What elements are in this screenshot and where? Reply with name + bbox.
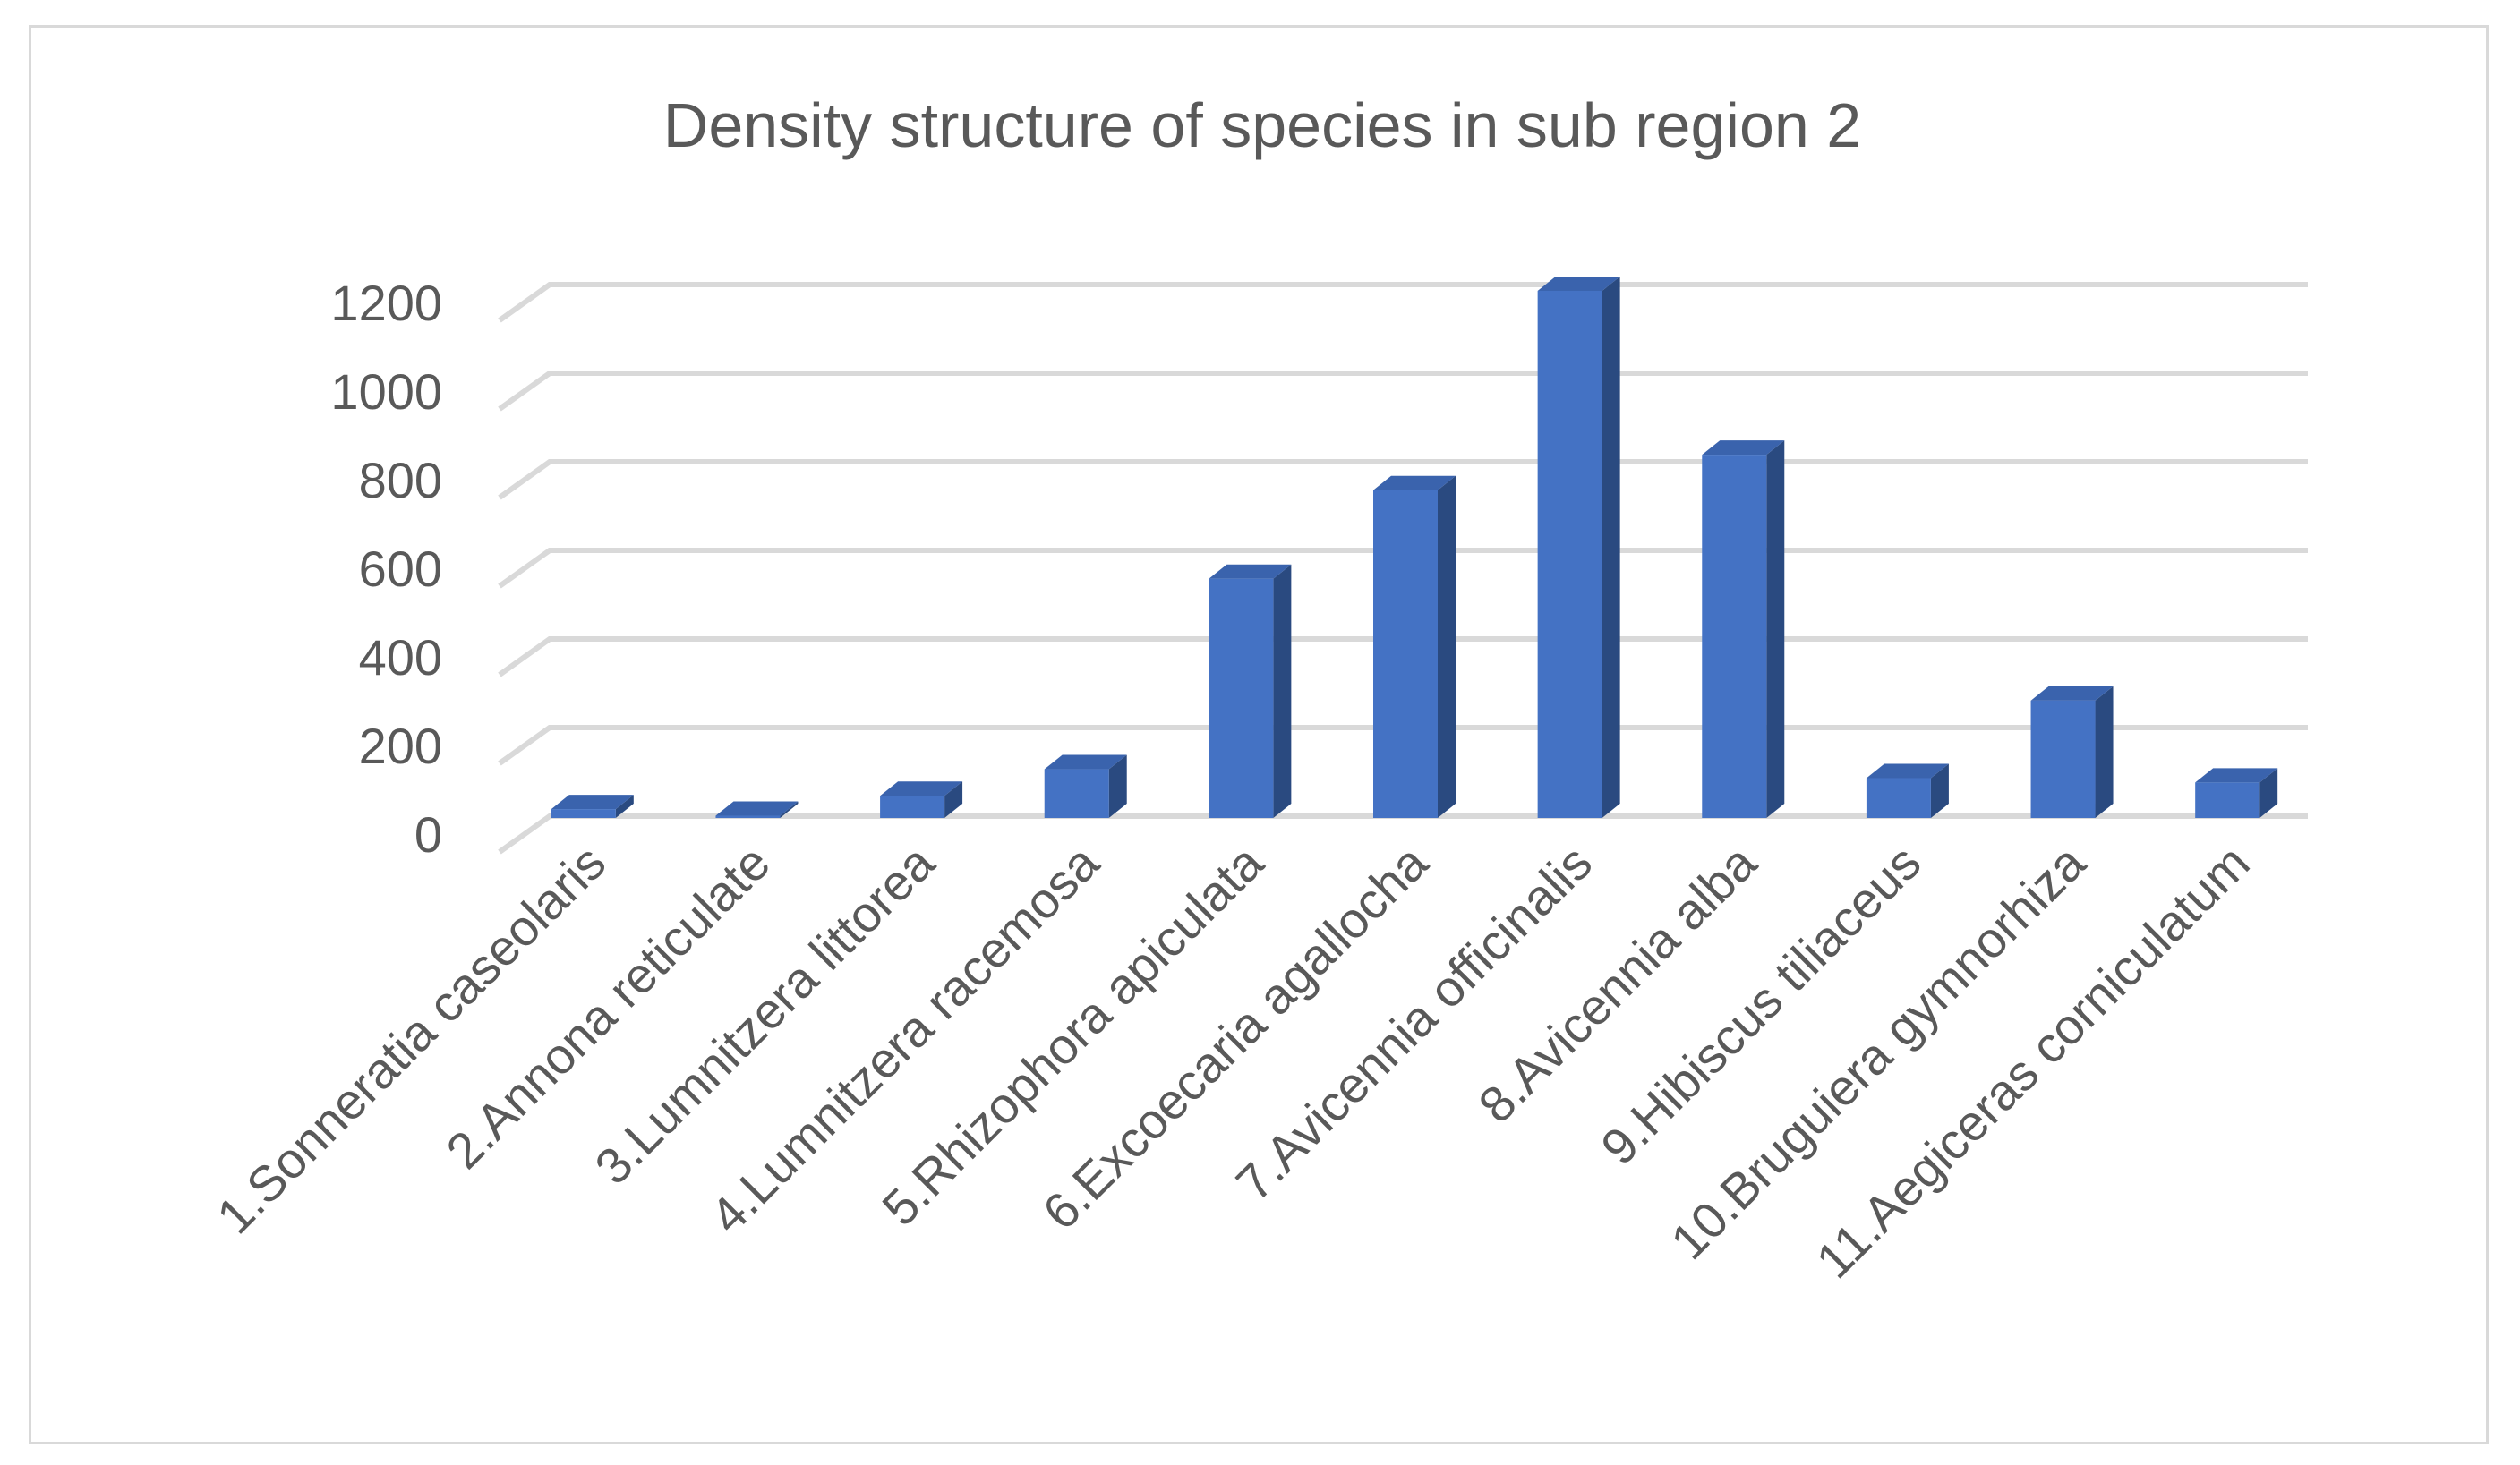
y-tick-label: 1000 <box>330 363 442 420</box>
bar-side <box>780 801 799 818</box>
bar-top <box>1373 475 1456 490</box>
x-category-label: 8.Avicennia alba <box>1467 833 1767 1133</box>
bar-top <box>1866 763 1949 779</box>
bar <box>1373 475 1456 818</box>
bar-top <box>2195 768 2278 783</box>
x-category-label: 2.Annona reticulate <box>435 834 781 1180</box>
bar-front <box>715 815 781 818</box>
bar-top <box>1702 440 1785 456</box>
bar-front <box>1044 769 1109 818</box>
bar-front <box>2195 782 2260 818</box>
bar <box>2195 768 2278 818</box>
bar-top <box>715 801 799 816</box>
bar-top <box>551 795 634 810</box>
y-tick-label: 400 <box>359 629 442 686</box>
bar-side <box>615 795 634 818</box>
bar-front <box>1702 455 1767 818</box>
bar <box>880 781 963 818</box>
y-tick-label: 0 <box>414 806 442 863</box>
bar-front <box>1209 578 1274 818</box>
bar-side <box>944 781 963 818</box>
bar-front <box>880 796 945 818</box>
chart-title: Density structure of species in sub regi… <box>663 90 1861 160</box>
bar <box>1866 763 1949 818</box>
bar-front <box>1373 490 1438 818</box>
y-tick-label: 600 <box>359 541 442 597</box>
bar-side <box>1766 440 1785 818</box>
bar <box>1537 276 1620 818</box>
gridline <box>498 282 2308 323</box>
bar <box>715 801 799 818</box>
bar <box>2030 686 2114 818</box>
bar-front <box>2030 700 2096 818</box>
bar-top <box>880 781 963 796</box>
bar-side <box>1273 564 1292 818</box>
bar-top <box>1537 276 1620 291</box>
bar-front <box>1866 778 1931 818</box>
bar <box>1209 564 1292 818</box>
bar-side <box>2259 768 2278 818</box>
y-tick-label: 1200 <box>330 275 442 331</box>
y-tick-label: 800 <box>359 452 442 508</box>
bar <box>551 795 634 818</box>
bar-top <box>1209 564 1292 579</box>
bar-front <box>1537 290 1602 818</box>
bar-top <box>2030 686 2114 701</box>
bars <box>551 276 2278 818</box>
x-category-label: 9.Hibiscus tiliaceus <box>1590 834 1931 1175</box>
bar-side <box>1602 276 1620 818</box>
bar-front <box>551 809 616 818</box>
y-tick-label: 200 <box>359 718 442 774</box>
gridline <box>498 371 2308 412</box>
bar-side <box>1108 754 1127 818</box>
bar <box>1702 440 1785 818</box>
bar-top <box>1044 754 1127 770</box>
bar-side <box>1930 763 1949 818</box>
y-axis-ticks: 0 200 400 600 800 1000 1200 <box>330 275 442 863</box>
bar-side <box>2095 686 2114 818</box>
bar-side <box>1438 475 1456 818</box>
bar <box>1044 754 1127 818</box>
